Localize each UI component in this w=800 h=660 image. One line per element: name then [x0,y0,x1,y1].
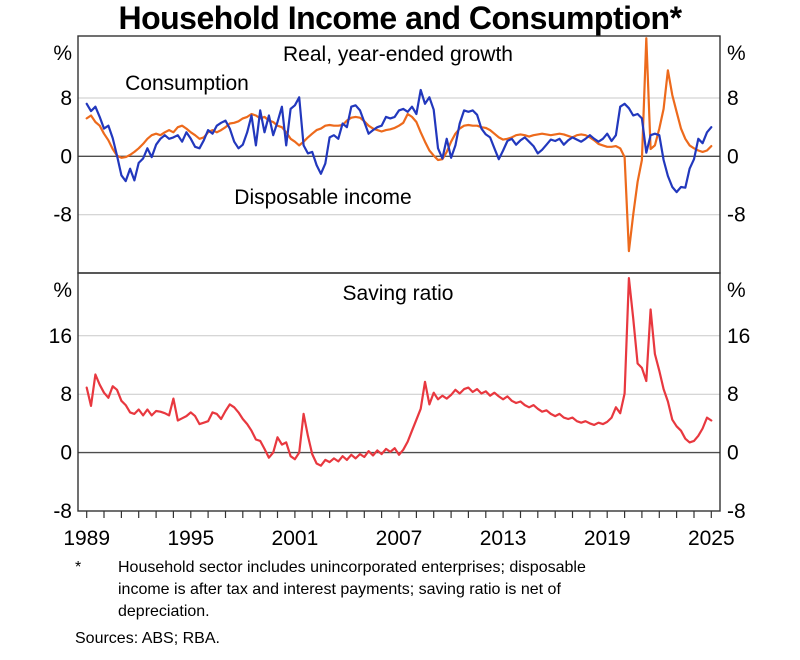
y-axis-label-left: 0 [60,145,72,168]
y-axis-label-right: 0 [727,145,739,168]
footnote-line: Household sector includes unincorporated… [118,559,586,576]
y-axis-label-left: -8 [53,500,72,523]
consumption-line [85,37,713,253]
y-axis-label-left: 8 [60,87,72,110]
x-axis-year-label: 2001 [272,527,319,550]
footnote-marker: * [75,559,82,576]
y-axis-label-right: 8 [727,87,739,110]
y-axis-label-left: 0 [60,442,72,465]
footnote: * Household sector includes unincorporat… [75,557,725,623]
chart-title: Household Income and Consumption* [118,0,682,36]
chart-canvas: 8 8 0 0 -8 -8% % 16 16 8 8 0 0 -8 -8% % 1989 1995 2001 2007… [49,35,750,550]
y-axis-label-right: -8 [727,204,746,227]
y-axis-unit-left: % [53,279,72,302]
x-axis-year-label: 2013 [480,527,527,550]
y-axis-label-left: 8 [60,383,72,406]
footnote-line: depreciation. [118,603,210,620]
y-axis-unit-right: % [727,42,746,65]
footnote-text: Household sector includes unincorporated… [118,557,725,623]
x-axis-year-label: 1995 [167,527,214,550]
y-axis-unit-left: % [53,42,72,65]
y-axis-label-left: 16 [49,325,72,348]
y-axis-label-right: 16 [727,325,750,348]
panel-subtitle: Real, year-ended growth [283,43,513,66]
y-axis-unit-right: % [727,279,746,302]
y-axis-label-right: 0 [727,442,739,465]
series-label-disposable-income: Disposable income [234,186,411,209]
y-axis-label-right: -8 [727,500,746,523]
bottom-panel: 16 16 8 8 0 0 -8 -8%% [49,277,750,523]
x-axis-year-label: 2019 [584,527,631,550]
top-panel: 8 8 0 0 -8 -8%% [53,37,746,253]
panel-title-saving-ratio: Saving ratio [343,282,454,305]
series-label-consumption: Consumption [125,72,249,95]
panel-border [77,272,721,512]
sources-note: Sources: ABS; RBA. [75,630,220,647]
x-axis-year-label: 2025 [688,527,735,550]
x-axis-year-label: 1989 [63,527,110,550]
x-axis-year-label: 2007 [376,527,423,550]
saving-ratio-line [85,277,713,467]
y-axis-label-left: -8 [53,204,72,227]
footnote-line: income is after tax and interest payment… [118,581,561,598]
y-axis-label-right: 8 [727,383,739,406]
disposable-income-line [85,88,713,194]
